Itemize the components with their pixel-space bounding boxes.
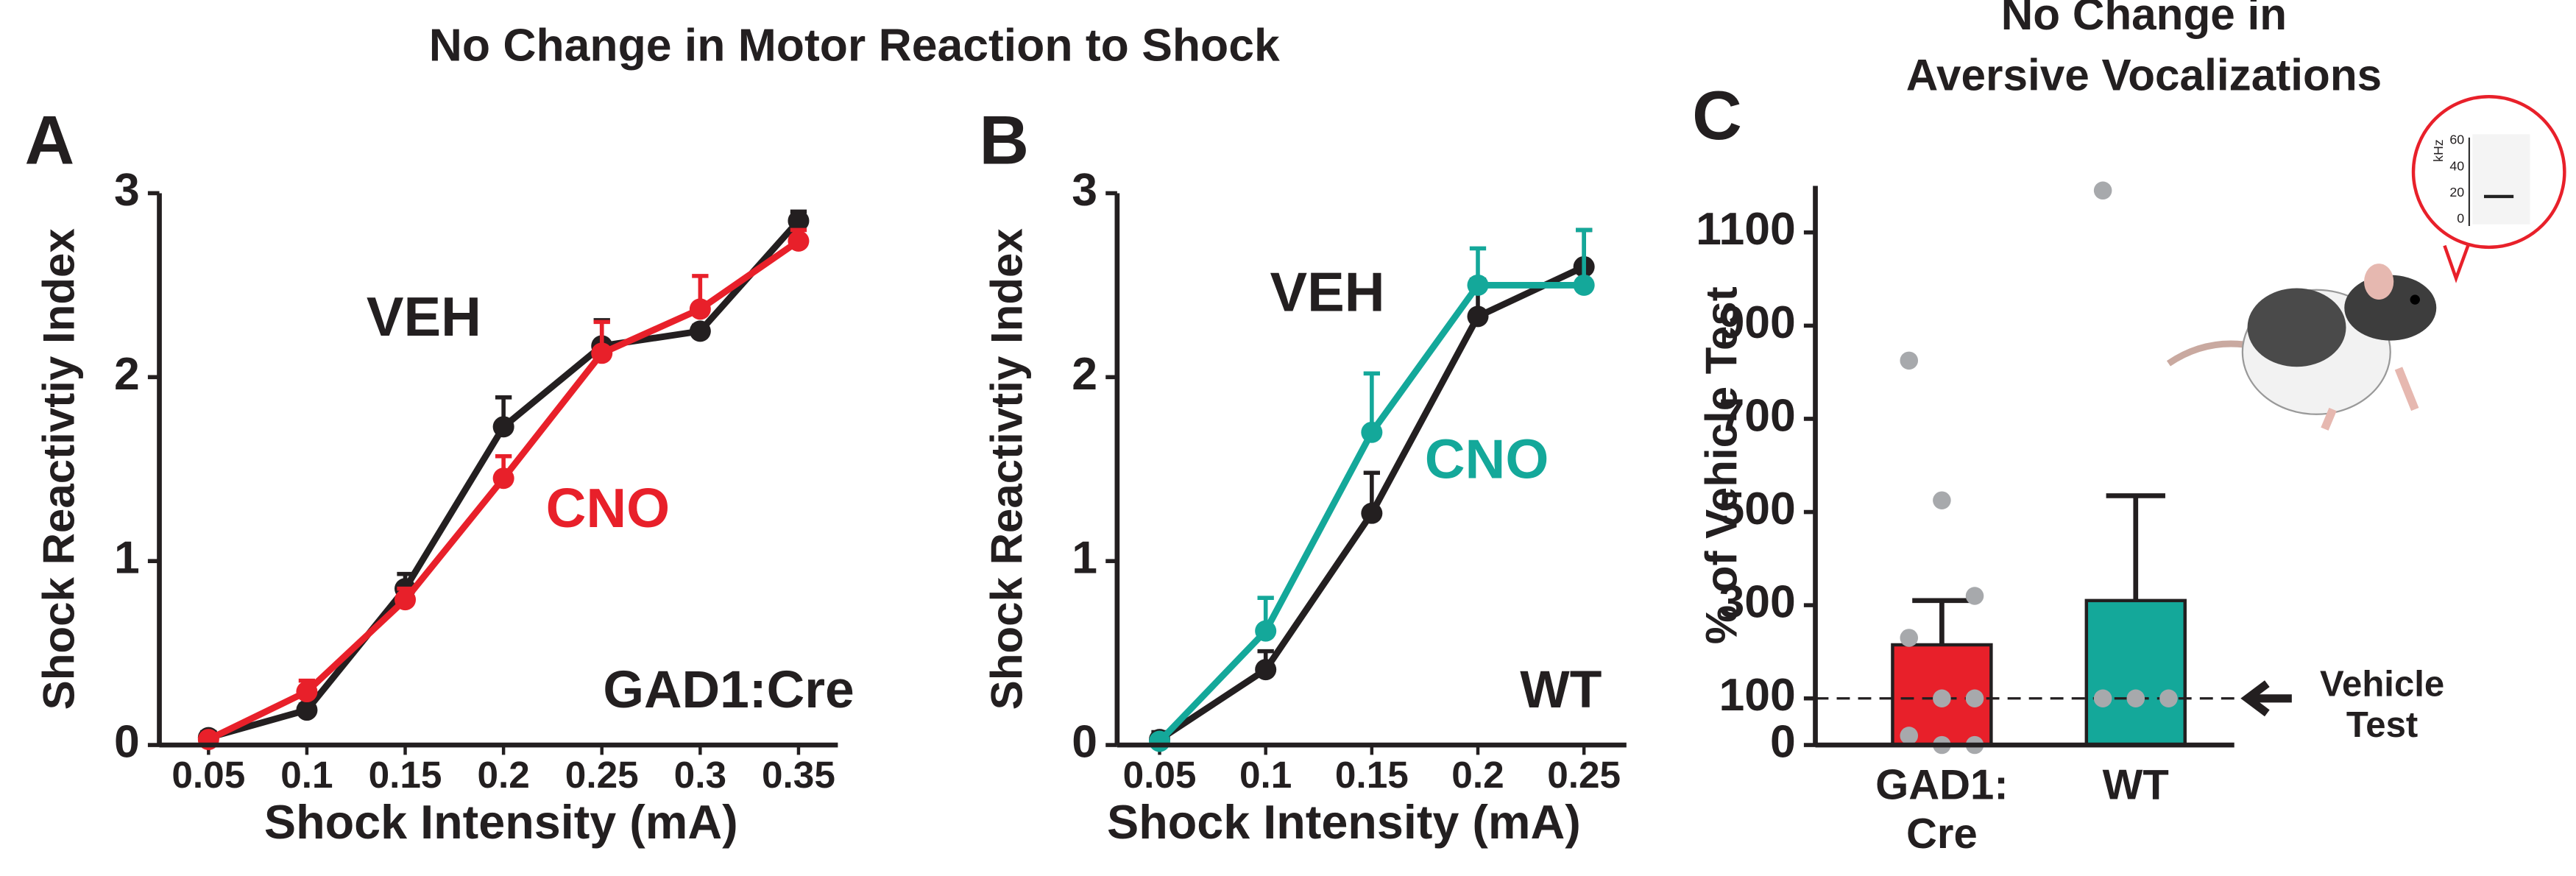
y-tick-label: 900 xyxy=(1719,297,1795,348)
subject-point xyxy=(2093,181,2112,200)
subject-point xyxy=(1900,727,1919,745)
y-tick-label: 3 xyxy=(114,165,140,216)
inset-tick-label: 20 xyxy=(2449,185,2464,199)
x-tick-label: 0.2 xyxy=(1451,754,1504,796)
panel-letter: B xyxy=(979,102,1029,179)
inset-tick-label: 40 xyxy=(2449,158,2464,173)
data-point xyxy=(591,342,613,364)
bar xyxy=(2084,598,2187,747)
x-tick-label: 0.15 xyxy=(1335,754,1409,796)
y-tick-label: 100 xyxy=(1719,670,1795,721)
y-axis-label: Shock Reactivtiy Index xyxy=(35,228,84,710)
panel-letter: C xyxy=(1692,77,1742,154)
data-point xyxy=(689,298,711,320)
series-label: VEH xyxy=(1270,261,1385,324)
subject-point xyxy=(2159,689,2178,707)
y-tick-label: 1 xyxy=(114,533,140,584)
series-label: CNO xyxy=(546,477,670,540)
x-axis-label: Shock Intensity (mA) xyxy=(1107,796,1581,849)
x-tick-label: 0.05 xyxy=(1123,754,1197,796)
y-tick-label: 300 xyxy=(1719,577,1795,628)
y-axis-label: Shock Reactivtiy Index xyxy=(983,228,1032,710)
y-tick-label: 2 xyxy=(1072,349,1097,400)
figure-title: No Change in Motor Reaction to Shock xyxy=(429,20,1280,71)
data-point xyxy=(1467,274,1489,296)
annotation: WT xyxy=(1520,660,1602,719)
inset-tick-label: 60 xyxy=(2449,133,2464,147)
data-point xyxy=(788,210,810,232)
series-label: CNO xyxy=(1425,428,1549,491)
subject-point xyxy=(1900,351,1919,370)
subject-point xyxy=(1900,629,1919,647)
y-axis-label: % of Vehicle Test xyxy=(1697,286,1747,644)
x-tick-label: 0.25 xyxy=(1547,754,1621,796)
x-tick-label: 0.15 xyxy=(369,754,442,796)
data-point xyxy=(689,320,711,342)
x-tick-label: GAD1: Cre xyxy=(1875,761,2009,858)
data-point xyxy=(1361,421,1383,443)
inset-tick-label: 0 xyxy=(2457,211,2464,226)
y-tick-label: 500 xyxy=(1719,484,1795,534)
panel-title: Aversive Vocalizations xyxy=(1906,50,2382,99)
x-tick-label: WT xyxy=(2102,761,2169,809)
data-point xyxy=(1467,305,1489,328)
y-tick-label: 1 xyxy=(1072,533,1097,584)
data-point xyxy=(492,416,514,438)
y-tick-label: 3 xyxy=(1072,165,1097,216)
y-tick-label: 1100 xyxy=(1696,204,1796,255)
x-tick-label: 0.1 xyxy=(280,754,333,796)
speech-bubble xyxy=(2411,95,2566,283)
x-tick-label: 0.35 xyxy=(762,754,835,796)
subject-point xyxy=(1965,689,1984,707)
y-tick-label: 0 xyxy=(114,717,140,768)
data-point xyxy=(296,681,318,703)
panel-title: No Change in xyxy=(2001,0,2287,39)
data-point xyxy=(394,589,417,611)
data-point xyxy=(1255,659,1277,681)
subject-point xyxy=(1965,587,1984,605)
panel-letter: A xyxy=(24,102,74,179)
x-tick-label-box: WT xyxy=(2102,761,2169,809)
reference-label: Vehicle Test xyxy=(2319,662,2445,745)
subject-point xyxy=(2126,689,2145,707)
data-point xyxy=(788,230,810,252)
x-tick-label: 0.1 xyxy=(1239,754,1292,796)
y-tick-label: 0 xyxy=(1072,717,1097,768)
x-tick-label: 0.05 xyxy=(171,754,245,796)
arrow xyxy=(2240,680,2292,717)
data-point xyxy=(1255,620,1277,642)
data-point xyxy=(1149,730,1171,752)
inset-label: kHz xyxy=(2431,139,2446,162)
annotation: GAD1:Cre xyxy=(603,660,854,719)
data-point xyxy=(1573,274,1595,296)
data-point xyxy=(1361,502,1383,524)
subject-point xyxy=(1933,491,1951,509)
x-tick-label-box: GAD1: Cre xyxy=(1875,761,2009,858)
y-tick-label: 0 xyxy=(1770,717,1796,768)
subject-point xyxy=(1933,689,1951,707)
series-label: VEH xyxy=(367,286,481,348)
y-tick-label: 700 xyxy=(1719,391,1795,442)
data-point xyxy=(296,699,318,721)
x-tick-label: 0.25 xyxy=(565,754,639,796)
x-axis-label: Shock Intensity (mA) xyxy=(264,796,738,849)
x-tick-label: 0.3 xyxy=(674,754,726,796)
reference-label-box: Vehicle Test xyxy=(2319,662,2445,745)
y-tick-label: 2 xyxy=(114,349,140,400)
rat-illustration xyxy=(2166,264,2437,431)
subject-point xyxy=(2093,689,2112,707)
data-point xyxy=(492,467,514,490)
x-tick-label: 0.2 xyxy=(477,754,529,796)
